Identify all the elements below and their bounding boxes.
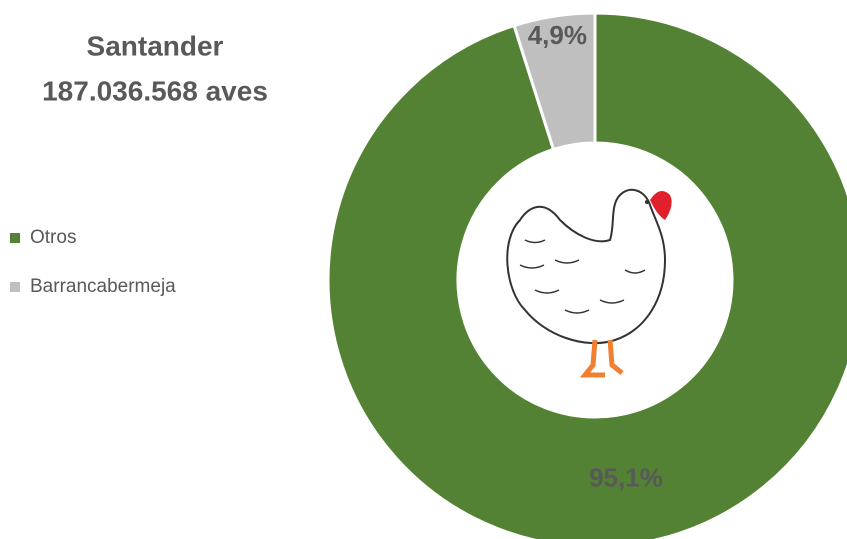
donut <box>326 11 847 539</box>
legend-label: Otros <box>30 227 76 248</box>
hen-comb <box>650 191 672 220</box>
hen-feathers <box>519 239 646 314</box>
chart-title: Santander <box>87 30 224 61</box>
data-label: 4,9% <box>528 20 587 50</box>
hen-eye <box>645 200 649 204</box>
hen-legs <box>579 339 624 378</box>
legend-label: Barrancabermeja <box>30 276 176 297</box>
hen-body <box>506 188 667 345</box>
legend-swatch <box>10 233 20 243</box>
legend-swatch <box>10 282 20 292</box>
hen-illustration <box>506 188 672 378</box>
data-label: 95,1% <box>589 462 663 492</box>
chart-subtitle: 187.036.568 aves <box>42 75 268 106</box>
donut-slice <box>326 11 847 539</box>
donut-slice <box>512 11 597 152</box>
